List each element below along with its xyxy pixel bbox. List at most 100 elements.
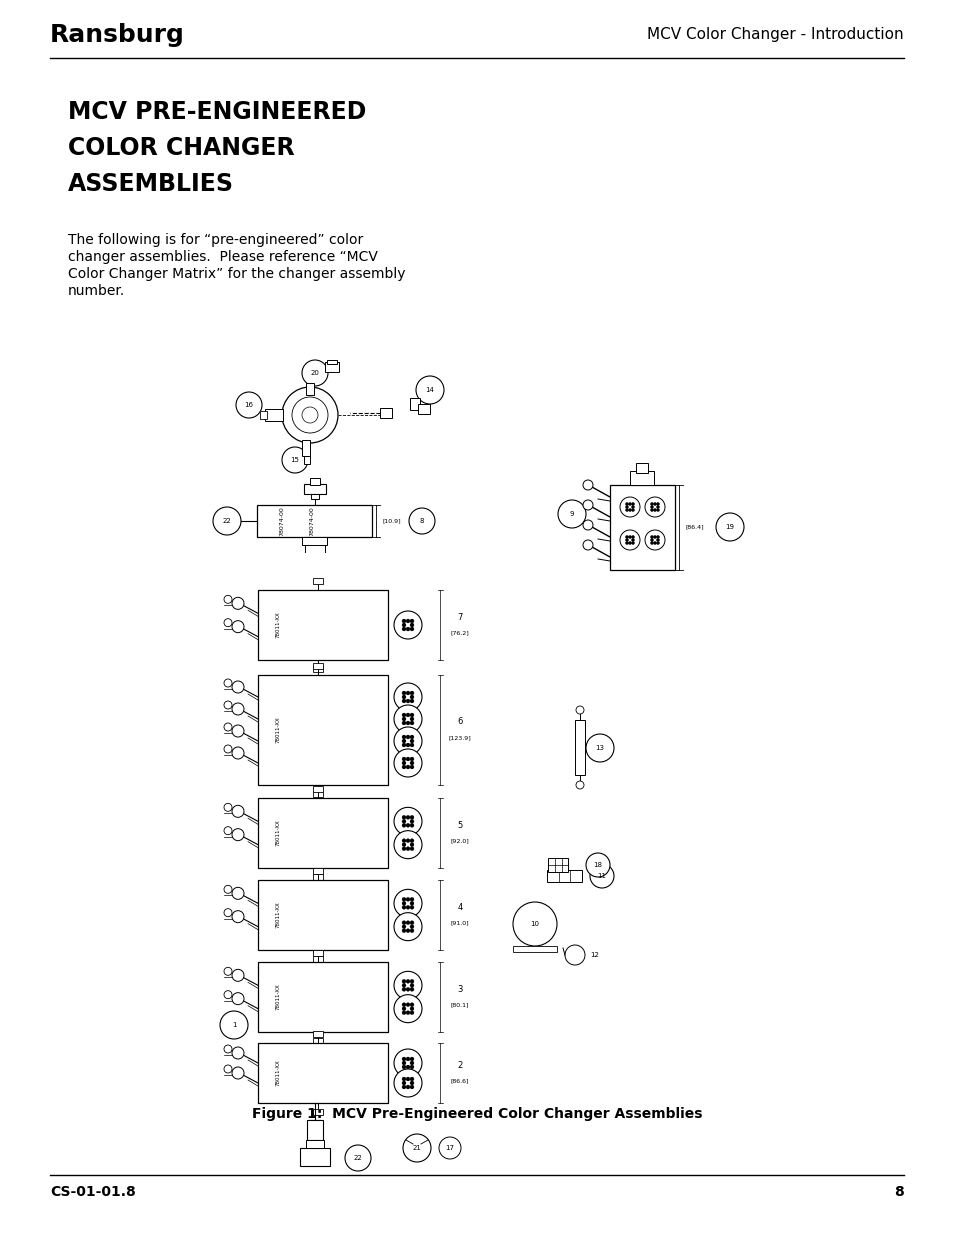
Circle shape: [401, 983, 406, 987]
Circle shape: [401, 987, 406, 992]
Circle shape: [653, 541, 656, 545]
Bar: [257, 590, 388, 659]
Circle shape: [653, 503, 656, 505]
Circle shape: [213, 508, 241, 535]
Circle shape: [410, 902, 414, 905]
Bar: [304, 456, 310, 464]
Text: Figure 1:  MCV Pre-Engineered Color Changer Assemblies: Figure 1: MCV Pre-Engineered Color Chang…: [252, 1107, 701, 1121]
Circle shape: [401, 721, 406, 725]
Circle shape: [394, 611, 421, 638]
Circle shape: [224, 990, 232, 999]
Circle shape: [224, 1045, 232, 1053]
Circle shape: [232, 910, 244, 923]
Circle shape: [410, 824, 414, 827]
Circle shape: [625, 538, 628, 541]
Bar: [313, 790, 323, 797]
Text: 20: 20: [311, 370, 319, 375]
Circle shape: [410, 1057, 414, 1061]
Text: MCV Color Changer - Introduction: MCV Color Changer - Introduction: [647, 27, 903, 42]
Circle shape: [224, 679, 232, 687]
Text: [86.4]: [86.4]: [685, 525, 703, 530]
Circle shape: [631, 503, 634, 505]
Text: 12: 12: [590, 952, 598, 958]
Circle shape: [409, 508, 435, 534]
Circle shape: [232, 598, 244, 609]
Circle shape: [401, 1007, 406, 1010]
Circle shape: [438, 1137, 460, 1158]
Circle shape: [401, 622, 406, 627]
Circle shape: [406, 1057, 410, 1061]
Circle shape: [401, 713, 406, 718]
Bar: [313, 785, 323, 792]
Circle shape: [402, 1134, 431, 1162]
Circle shape: [401, 815, 406, 819]
Circle shape: [232, 747, 244, 760]
Bar: [513, 946, 557, 952]
Circle shape: [410, 1081, 414, 1086]
Circle shape: [631, 536, 634, 538]
Circle shape: [406, 1086, 410, 1089]
Circle shape: [232, 621, 244, 632]
Circle shape: [410, 743, 414, 747]
Circle shape: [410, 1007, 414, 1010]
Text: 17: 17: [445, 1145, 454, 1151]
Text: 78074-00: 78074-00: [309, 506, 314, 536]
Circle shape: [401, 718, 406, 721]
Circle shape: [406, 692, 410, 695]
Circle shape: [406, 619, 410, 622]
Text: 2: 2: [456, 1061, 462, 1070]
Circle shape: [653, 536, 656, 538]
Circle shape: [410, 819, 414, 824]
Circle shape: [410, 847, 414, 851]
Circle shape: [410, 1065, 414, 1070]
Circle shape: [410, 815, 414, 819]
Circle shape: [401, 847, 406, 851]
Circle shape: [656, 505, 659, 509]
Text: 3: 3: [456, 984, 462, 993]
Circle shape: [644, 530, 664, 550]
Circle shape: [394, 994, 421, 1023]
Circle shape: [410, 699, 414, 703]
Text: [92.0]: [92.0]: [450, 839, 469, 844]
Circle shape: [345, 1145, 371, 1171]
Circle shape: [406, 1077, 410, 1081]
Circle shape: [401, 1061, 406, 1065]
Bar: [313, 956, 323, 962]
Circle shape: [410, 898, 414, 902]
Circle shape: [224, 909, 232, 916]
Text: 15: 15: [291, 457, 299, 463]
Bar: [325, 362, 338, 372]
Circle shape: [224, 885, 232, 893]
Circle shape: [410, 839, 414, 842]
Circle shape: [585, 853, 609, 877]
Bar: [313, 950, 323, 956]
Circle shape: [410, 925, 414, 929]
Circle shape: [224, 803, 232, 811]
Circle shape: [628, 509, 631, 511]
Bar: [302, 440, 310, 456]
Bar: [304, 484, 326, 494]
Bar: [313, 663, 323, 669]
Circle shape: [394, 683, 421, 711]
Text: 1: 1: [232, 1023, 236, 1028]
Circle shape: [416, 375, 443, 404]
Text: 14: 14: [425, 387, 434, 393]
Circle shape: [232, 680, 244, 693]
Circle shape: [401, 920, 406, 925]
Circle shape: [625, 505, 628, 509]
Circle shape: [401, 764, 406, 769]
Circle shape: [410, 627, 414, 631]
Circle shape: [619, 530, 639, 550]
Circle shape: [406, 699, 410, 703]
Circle shape: [401, 842, 406, 847]
Circle shape: [406, 920, 410, 925]
Bar: [313, 666, 323, 672]
Circle shape: [410, 757, 414, 761]
Circle shape: [625, 509, 628, 511]
Text: MCV PRE-ENGINEERED: MCV PRE-ENGINEERED: [68, 100, 366, 124]
Circle shape: [410, 1077, 414, 1081]
Circle shape: [406, 1003, 410, 1007]
Circle shape: [224, 595, 232, 604]
Text: Ransburg: Ransburg: [50, 23, 185, 47]
Circle shape: [401, 824, 406, 827]
